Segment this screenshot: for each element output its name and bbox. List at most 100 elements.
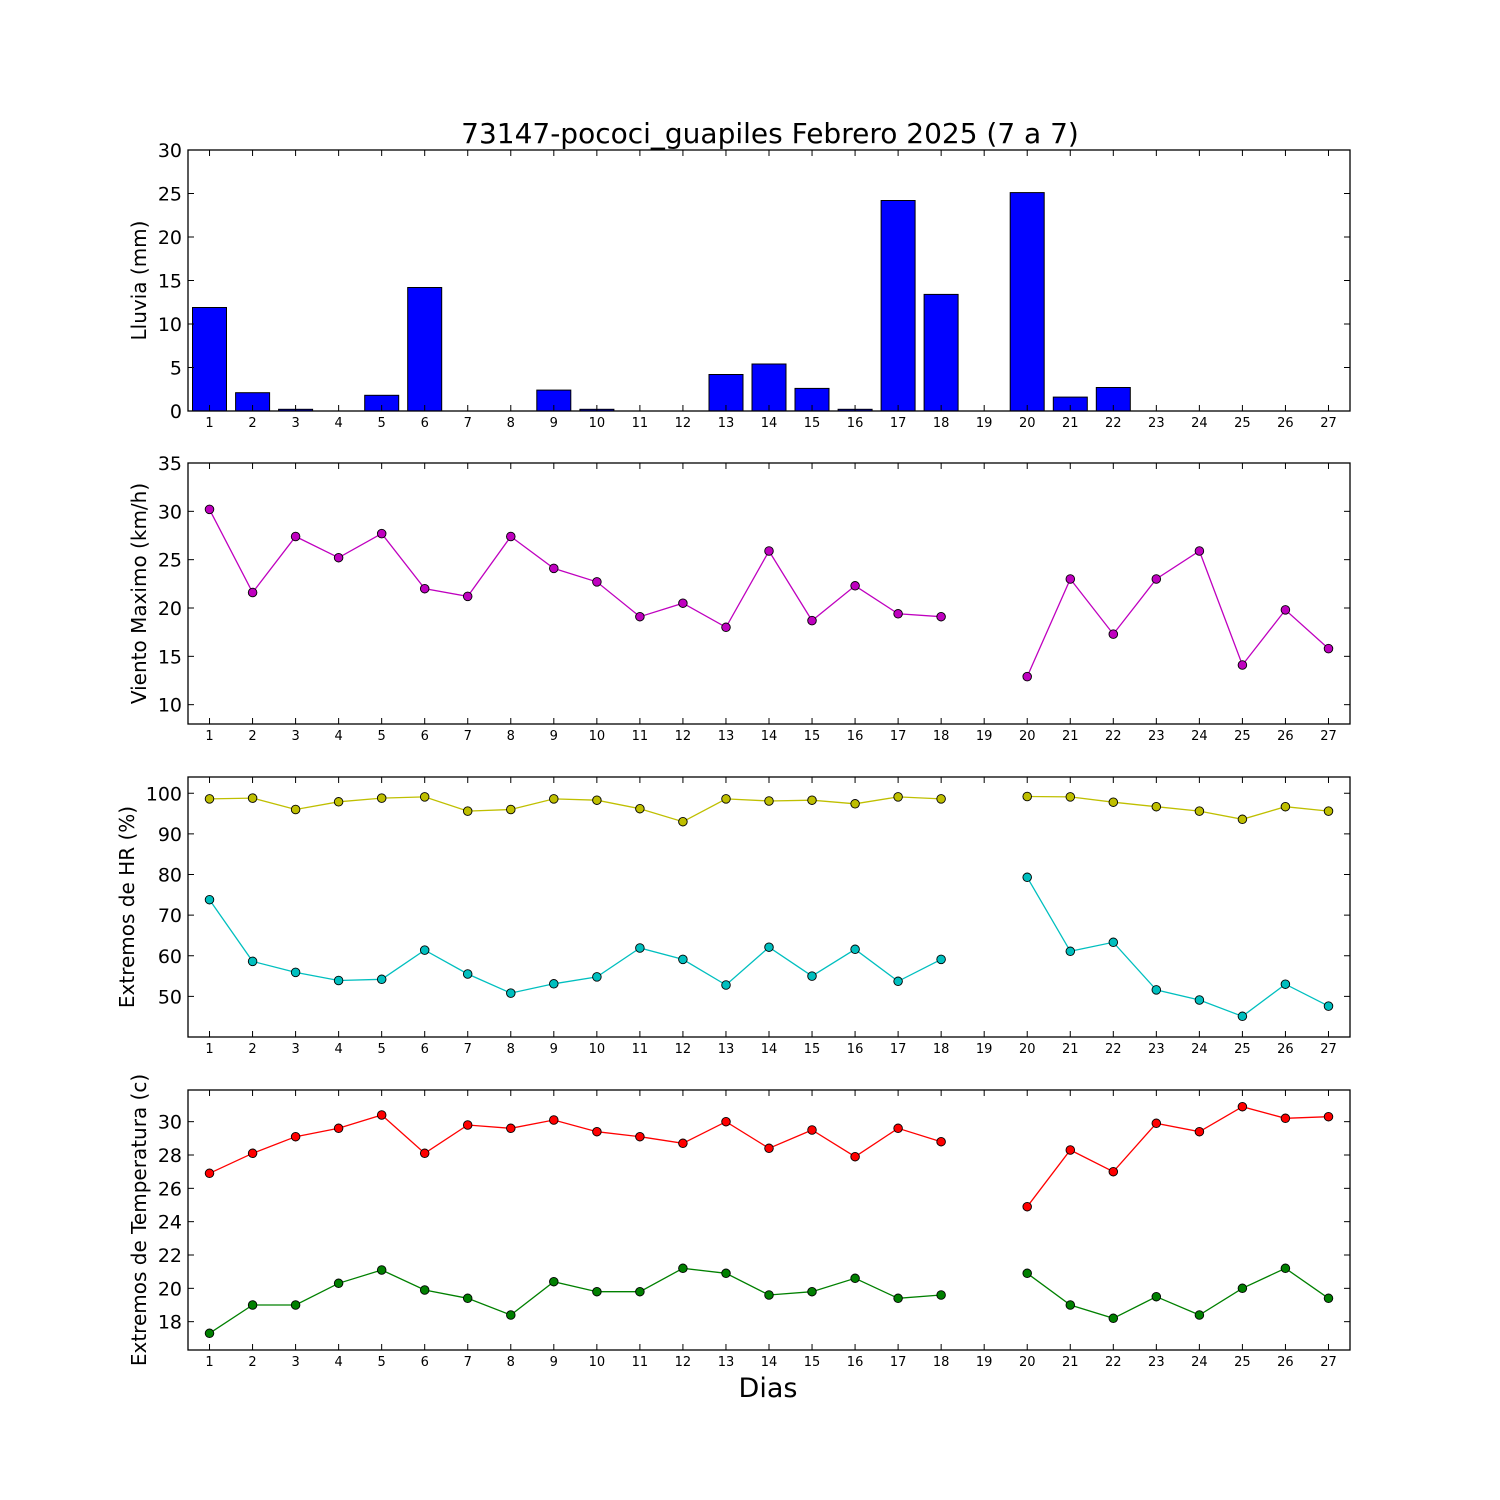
point-4-1-day-7 [462, 1120, 473, 1130]
point-4-2-day-3 [290, 1300, 301, 1310]
series-line-3-2 [1026, 876, 1329, 1018]
ytick-label-2: 35 [158, 453, 182, 475]
point-3-1-day-14 [764, 796, 774, 806]
xtick-label-4: 24 [1191, 1355, 1208, 1370]
point-4-1-day-4 [333, 1123, 344, 1134]
point-4-1-day-5 [376, 1110, 387, 1120]
xtick-label-1: 13 [718, 416, 735, 431]
xtick-label-3: 13 [718, 1042, 735, 1057]
xtick-label-1: 24 [1191, 416, 1208, 431]
xtick-label-1: 4 [334, 416, 342, 431]
xtick-label-4: 6 [421, 1355, 429, 1370]
point-4-2-day-21 [1065, 1300, 1076, 1310]
xtick-label-3: 22 [1105, 1042, 1122, 1057]
point-4-1-day-1 [204, 1168, 215, 1179]
xtick-label-1: 16 [847, 416, 864, 431]
point-4-2-day-16 [850, 1273, 860, 1284]
ytick-label-2: 20 [158, 598, 182, 620]
point-2-1-day-16 [850, 581, 860, 591]
point-4-1-day-17 [893, 1123, 903, 1134]
xtick-label-2: 6 [421, 729, 429, 744]
point-4-1-day-24 [1194, 1126, 1205, 1137]
point-3-1-day-9 [549, 794, 559, 804]
xtick-label-2: 16 [847, 729, 864, 744]
ytick-label-1: 15 [158, 271, 182, 293]
xtick-label-2: 10 [589, 729, 606, 744]
series-line-2-1 [208, 509, 942, 629]
xtick-label-2: 7 [464, 729, 472, 744]
xtick-label-4: 15 [804, 1355, 821, 1370]
xtick-label-4: 5 [378, 1355, 386, 1370]
point-3-1-day-23 [1151, 801, 1162, 812]
xtick-label-2: 4 [334, 729, 342, 744]
point-3-1-day-1 [204, 794, 215, 804]
xtick-label-3: 16 [847, 1042, 864, 1057]
xtick-label-1: 11 [632, 416, 649, 431]
point-4-2-day-9 [549, 1276, 559, 1287]
xtick-label-1: 20 [1019, 416, 1036, 431]
ytick-label-2: 25 [158, 550, 182, 572]
ytick-label-3: 80 [158, 865, 182, 887]
ytick-label-1: 10 [158, 314, 182, 336]
point-4-1-day-22 [1108, 1166, 1119, 1177]
point-4-1-day-23 [1151, 1118, 1162, 1129]
xtick-label-2: 1 [205, 729, 213, 744]
xtick-label-4: 25 [1234, 1355, 1251, 1370]
point-3-1-day-15 [807, 795, 817, 805]
point-4-1-day-15 [807, 1125, 817, 1135]
xtick-label-3: 15 [804, 1042, 821, 1057]
xtick-label-3: 24 [1191, 1042, 1208, 1057]
point-4-1-day-20 [1022, 1201, 1032, 1212]
point-4-2-day-4 [333, 1278, 344, 1289]
ytick-label-4: 30 [158, 1112, 182, 1134]
xtick-label-1: 17 [890, 416, 907, 431]
xtick-label-4: 27 [1320, 1355, 1337, 1370]
series-line-3-1 [1027, 795, 1329, 820]
xtick-label-2: 27 [1320, 729, 1337, 744]
point-4-2-day-5 [376, 1265, 387, 1275]
xtick-label-1: 1 [205, 416, 213, 431]
point-4-2-day-18 [936, 1290, 946, 1300]
xtick-label-4: 13 [718, 1355, 735, 1370]
point-4-2-day-11 [635, 1286, 645, 1297]
point-2-1-day-5 [376, 528, 387, 539]
point-2-1-day-26 [1280, 605, 1291, 615]
point-3-2-day-6 [419, 945, 430, 955]
point-4-1-day-3 [290, 1131, 301, 1142]
point-4-2-day-12 [678, 1263, 688, 1274]
y-axis-label-2: Viento Maximo (km/h) [127, 483, 151, 704]
chart-title: 73147-pococi_guapiles Febrero 2025 (7 a … [461, 117, 1079, 150]
xtick-label-3: 8 [507, 1042, 515, 1057]
ytick-label-2: 15 [158, 646, 182, 668]
point-3-2-day-1 [204, 894, 215, 905]
point-4-2-day-26 [1280, 1263, 1291, 1274]
xtick-label-4: 3 [291, 1355, 299, 1370]
point-4-2-day-23 [1151, 1291, 1162, 1302]
point-2-1-day-14 [764, 546, 774, 556]
xtick-label-3: 5 [378, 1042, 386, 1057]
point-4-2-day-17 [893, 1293, 903, 1304]
xtick-label-3: 19 [976, 1042, 993, 1057]
xtick-label-4: 26 [1277, 1355, 1294, 1370]
xtick-label-4: 22 [1105, 1355, 1122, 1370]
point-4-2-day-22 [1108, 1313, 1119, 1324]
xtick-label-3: 25 [1234, 1042, 1251, 1057]
series-line-4-2 [1026, 1267, 1329, 1319]
point-3-1-day-25 [1237, 814, 1248, 825]
point-2-1-day-9 [549, 563, 559, 574]
point-3-1-day-21 [1065, 792, 1076, 802]
xtick-label-4: 12 [675, 1355, 692, 1370]
series-line-4-1 [209, 1114, 942, 1174]
xtick-label-3: 9 [550, 1042, 558, 1057]
point-2-1-day-1 [204, 504, 215, 515]
xtick-label-2: 8 [507, 729, 515, 744]
ytick-label-1: 0 [170, 401, 182, 423]
point-4-2-day-27 [1323, 1293, 1334, 1304]
point-2-1-day-10 [592, 577, 602, 587]
point-4-1-day-13 [721, 1116, 731, 1127]
xtick-label-3: 1 [205, 1042, 213, 1057]
xtick-label-1: 23 [1148, 416, 1165, 431]
xtick-label-1: 22 [1105, 416, 1122, 431]
